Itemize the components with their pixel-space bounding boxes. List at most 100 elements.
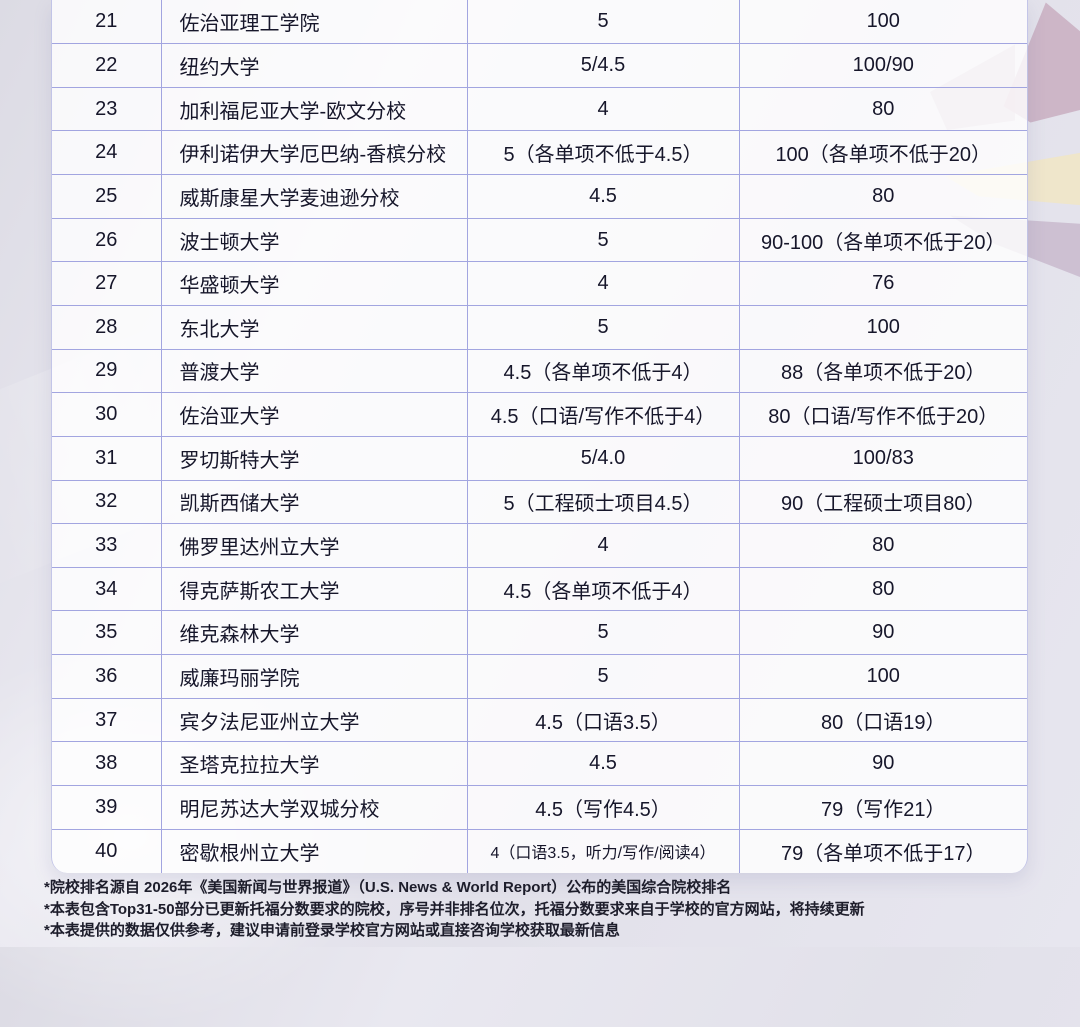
table-row: 27 华盛顿大学 4 76 bbox=[52, 261, 1027, 306]
rank-cell: 32 bbox=[52, 479, 161, 524]
score-b-cell: 90 bbox=[738, 741, 1027, 786]
score-b-cell: 80（口语19） bbox=[738, 697, 1027, 742]
score-a-cell: 4.5（各单项不低于4） bbox=[466, 566, 739, 611]
score-b-cell: 90 bbox=[738, 610, 1027, 655]
rank-cell: 22 bbox=[52, 43, 161, 88]
rank-cell: 23 bbox=[52, 86, 161, 131]
score-a-cell: 5（各单项不低于4.5） bbox=[466, 130, 739, 175]
table-row: 29 普渡大学 4.5（各单项不低于4） 88（各单项不低于20） bbox=[52, 348, 1027, 393]
score-a-cell: 5/4.0 bbox=[466, 435, 739, 481]
school-name-cell: 波士顿大学 bbox=[160, 217, 467, 262]
rank-cell: 39 bbox=[52, 785, 161, 830]
school-name-cell: 得克萨斯农工大学 bbox=[160, 566, 467, 611]
school-name-cell: 明尼苏达大学双城分校 bbox=[160, 785, 467, 830]
table-row: 23 加利福尼亚大学-欧文分校 4 80 bbox=[52, 86, 1027, 131]
table-row: 33 佛罗里达州立大学 4 80 bbox=[52, 523, 1027, 568]
score-a-cell: 4.5 bbox=[466, 741, 739, 786]
score-a-cell: 4.5 bbox=[466, 174, 739, 219]
score-b-cell: 90-100（各单项不低于20） bbox=[738, 217, 1027, 262]
rank-cell: 40 bbox=[52, 828, 161, 873]
table-row: 37 宾夕法尼亚州立大学 4.5（口语3.5） 80（口语19） bbox=[52, 697, 1027, 742]
school-name-cell: 佛罗里达州立大学 bbox=[160, 523, 467, 568]
table-row: 38 圣塔克拉拉大学 4.5 90 bbox=[52, 741, 1027, 786]
school-name-cell: 威廉玛丽学院 bbox=[160, 654, 467, 699]
score-a-cell: 4.5（写作4.5） bbox=[466, 785, 739, 830]
school-name-cell: 伊利诺伊大学厄巴纳-香槟分校 bbox=[160, 130, 467, 175]
score-a-cell: 4 bbox=[466, 86, 739, 131]
score-b-cell: 100/90 bbox=[738, 43, 1027, 88]
score-a-cell: 5 bbox=[466, 0, 739, 44]
table-row: 34 得克萨斯农工大学 4.5（各单项不低于4） 80 bbox=[52, 566, 1027, 611]
score-table: 21 佐治亚理工学院 5 100 22 纽约大学 5/4.5 100/90 23… bbox=[52, 0, 1027, 873]
score-a-cell: 4.5（口语/写作不低于4） bbox=[466, 392, 739, 437]
school-name-cell: 维克森林大学 bbox=[160, 610, 467, 655]
score-b-cell: 76 bbox=[738, 261, 1027, 306]
school-name-cell: 密歇根州立大学 bbox=[160, 828, 467, 873]
score-a-cell: 5（工程硕士项目4.5） bbox=[466, 479, 739, 524]
table-row: 21 佐治亚理工学院 5 100 bbox=[52, 0, 1027, 44]
score-b-cell: 100（各单项不低于20） bbox=[738, 130, 1027, 175]
rank-cell: 28 bbox=[52, 304, 161, 350]
rank-cell: 30 bbox=[52, 392, 161, 437]
school-name-cell: 佐治亚理工学院 bbox=[160, 0, 467, 44]
score-b-cell: 88（各单项不低于20） bbox=[738, 348, 1027, 393]
score-a-cell: 4 bbox=[466, 523, 739, 568]
score-b-cell: 100 bbox=[738, 654, 1027, 699]
score-b-cell: 90（工程硕士项目80） bbox=[738, 479, 1027, 524]
table-row: 22 纽约大学 5/4.5 100/90 bbox=[52, 43, 1027, 88]
table-row: 28 东北大学 5 100 bbox=[52, 304, 1027, 350]
score-a-cell: 4.5（各单项不低于4） bbox=[466, 348, 739, 393]
rank-cell: 38 bbox=[52, 741, 161, 786]
school-name-cell: 威斯康星大学麦迪逊分校 bbox=[160, 174, 467, 219]
score-a-cell: 5 bbox=[466, 610, 739, 655]
university-toefl-score-table: 21 佐治亚理工学院 5 100 22 纽约大学 5/4.5 100/90 23… bbox=[51, 0, 1028, 873]
score-a-cell: 4.5（口语3.5） bbox=[466, 697, 739, 742]
score-b-cell: 100/83 bbox=[738, 435, 1027, 481]
table-row: 36 威廉玛丽学院 5 100 bbox=[52, 654, 1027, 699]
rank-cell: 31 bbox=[52, 435, 161, 481]
school-name-cell: 佐治亚大学 bbox=[160, 392, 467, 437]
school-name-cell: 华盛顿大学 bbox=[160, 261, 467, 306]
rank-cell: 29 bbox=[52, 348, 161, 393]
rank-cell: 25 bbox=[52, 174, 161, 219]
score-a-cell: 5 bbox=[466, 654, 739, 699]
score-b-cell: 80（口语/写作不低于20） bbox=[738, 392, 1027, 437]
school-name-cell: 圣塔克拉拉大学 bbox=[160, 741, 467, 786]
score-b-cell: 79（各单项不低于17） bbox=[738, 828, 1027, 873]
table-row: 35 维克森林大学 5 90 bbox=[52, 610, 1027, 655]
footnote-scope-note: *本表包含Top31-50部分已更新托福分数要求的院校，序号并非排名位次，托福分… bbox=[44, 900, 865, 918]
footnote-ranking-source: *院校排名源自 2026年《美国新闻与世界报道》（U.S. News & Wor… bbox=[44, 879, 732, 896]
table-row: 31 罗切斯特大学 5/4.0 100/83 bbox=[52, 435, 1027, 481]
rank-cell: 35 bbox=[52, 610, 161, 655]
table-row: 24 伊利诺伊大学厄巴纳-香槟分校 5（各单项不低于4.5） 100（各单项不低… bbox=[52, 130, 1027, 175]
school-name-cell: 凯斯西储大学 bbox=[160, 479, 467, 524]
school-name-cell: 罗切斯特大学 bbox=[160, 435, 467, 481]
school-name-cell: 宾夕法尼亚州立大学 bbox=[160, 697, 467, 742]
score-b-cell: 80 bbox=[738, 174, 1027, 219]
score-b-cell: 100 bbox=[738, 304, 1027, 350]
table-row: 39 明尼苏达大学双城分校 4.5（写作4.5） 79（写作21） bbox=[52, 785, 1027, 830]
table-row: 40 密歇根州立大学 4（口语3.5，听力/写作/阅读4） 79（各单项不低于1… bbox=[52, 828, 1027, 873]
score-a-cell: 5/4.5 bbox=[466, 43, 739, 88]
score-b-cell: 80 bbox=[738, 523, 1027, 568]
score-b-cell: 80 bbox=[738, 86, 1027, 131]
school-name-cell: 普渡大学 bbox=[160, 348, 467, 393]
school-name-cell: 加利福尼亚大学-欧文分校 bbox=[160, 86, 467, 131]
score-a-cell: 5 bbox=[466, 304, 739, 350]
rank-cell: 36 bbox=[52, 654, 161, 699]
table-row: 26 波士顿大学 5 90-100（各单项不低于20） bbox=[52, 217, 1027, 262]
table-row: 32 凯斯西储大学 5（工程硕士项目4.5） 90（工程硕士项目80） bbox=[52, 479, 1027, 524]
table-row: 30 佐治亚大学 4.5（口语/写作不低于4） 80（口语/写作不低于20） bbox=[52, 392, 1027, 437]
rank-cell: 26 bbox=[52, 217, 161, 262]
footnotes: *院校排名源自 2026年《美国新闻与世界报道》（U.S. News & Wor… bbox=[44, 877, 1054, 942]
rank-cell: 21 bbox=[95, 10, 118, 33]
score-b-cell: 79（写作21） bbox=[738, 785, 1027, 830]
rank-cell: 37 bbox=[52, 697, 161, 742]
score-a-cell: 5 bbox=[466, 217, 739, 262]
score-b-cell: 80 bbox=[738, 566, 1027, 611]
score-a-cell: 4（口语3.5，听力/写作/阅读4） bbox=[466, 828, 739, 873]
rank-cell: 24 bbox=[52, 130, 161, 175]
rank-cell: 33 bbox=[52, 523, 161, 568]
rank-cell: 34 bbox=[52, 566, 161, 611]
footnote-disclaimer: *本表提供的数据仅供参考，建议申请前登录学校官方网站或直接咨询学校获取最新信息 bbox=[44, 922, 620, 939]
